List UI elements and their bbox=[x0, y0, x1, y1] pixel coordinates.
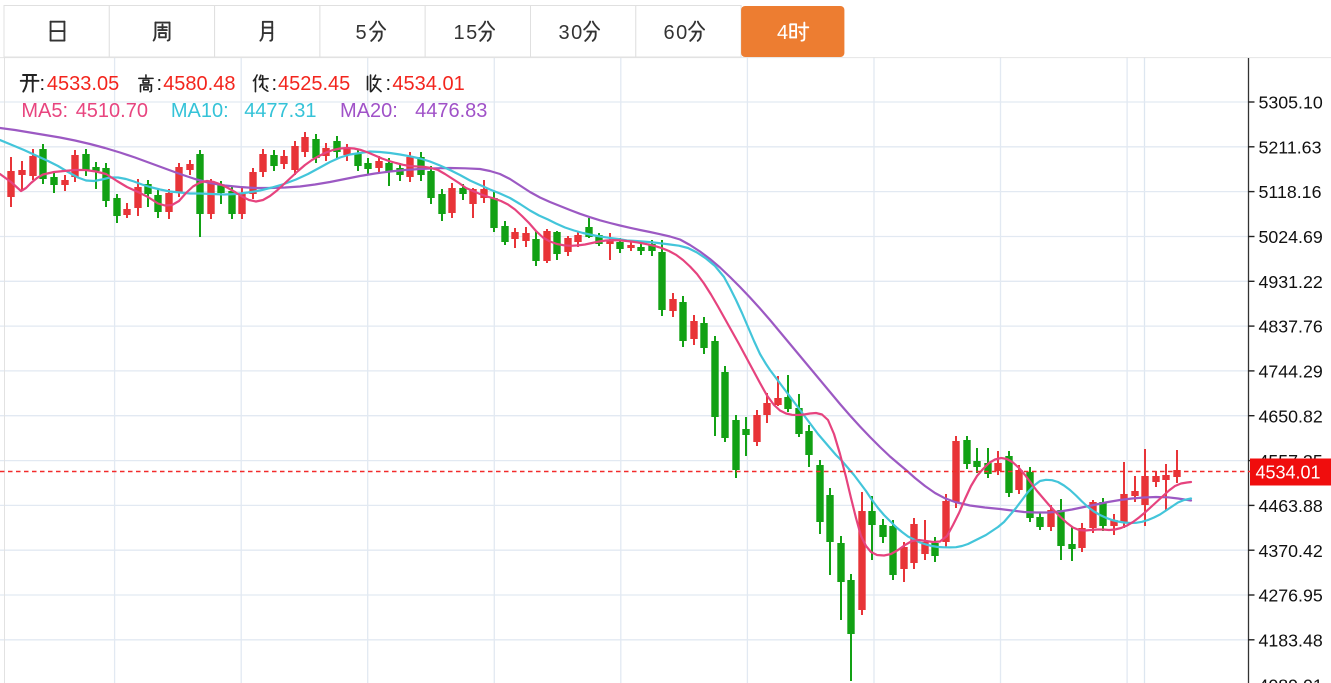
svg-text:4276.95: 4276.95 bbox=[1259, 586, 1323, 606]
svg-text:4837.76: 4837.76 bbox=[1259, 317, 1323, 337]
svg-text:4370.42: 4370.42 bbox=[1259, 541, 1323, 561]
svg-text:5305.10: 5305.10 bbox=[1259, 93, 1323, 113]
svg-text:4089.01: 4089.01 bbox=[1259, 675, 1323, 683]
svg-text:4476.83: 4476.83 bbox=[415, 100, 487, 122]
svg-text:MA20:: MA20: bbox=[340, 100, 398, 122]
svg-text:15: 15 bbox=[454, 22, 479, 44]
svg-text:5118.16: 5118.16 bbox=[1259, 182, 1322, 202]
svg-text::: : bbox=[40, 73, 46, 95]
svg-text:4: 4 bbox=[777, 22, 788, 44]
svg-text:5: 5 bbox=[356, 22, 367, 44]
svg-text:4580.48: 4580.48 bbox=[163, 73, 235, 95]
svg-text:4477.31: 4477.31 bbox=[244, 100, 316, 122]
svg-text:MA5:: MA5: bbox=[21, 100, 68, 122]
svg-text:60: 60 bbox=[664, 22, 689, 44]
svg-text:4744.29: 4744.29 bbox=[1259, 362, 1323, 382]
svg-text:30: 30 bbox=[559, 22, 584, 44]
svg-text::: : bbox=[272, 73, 278, 95]
svg-text:5211.63: 5211.63 bbox=[1259, 137, 1322, 157]
svg-text:4533.05: 4533.05 bbox=[47, 73, 119, 95]
svg-text::: : bbox=[157, 73, 163, 95]
svg-text:4534.01: 4534.01 bbox=[1255, 463, 1320, 483]
svg-text:4463.88: 4463.88 bbox=[1259, 496, 1323, 516]
svg-text:4534.01: 4534.01 bbox=[392, 73, 464, 95]
svg-text:5024.69: 5024.69 bbox=[1259, 227, 1323, 247]
svg-text:4183.48: 4183.48 bbox=[1259, 630, 1323, 650]
svg-text:MA10:: MA10: bbox=[171, 100, 229, 122]
svg-text::: : bbox=[386, 73, 392, 95]
svg-text:4650.82: 4650.82 bbox=[1259, 406, 1323, 426]
svg-text:4510.70: 4510.70 bbox=[76, 100, 148, 122]
svg-text:4931.22: 4931.22 bbox=[1259, 272, 1323, 292]
svg-text:4525.45: 4525.45 bbox=[278, 73, 350, 95]
